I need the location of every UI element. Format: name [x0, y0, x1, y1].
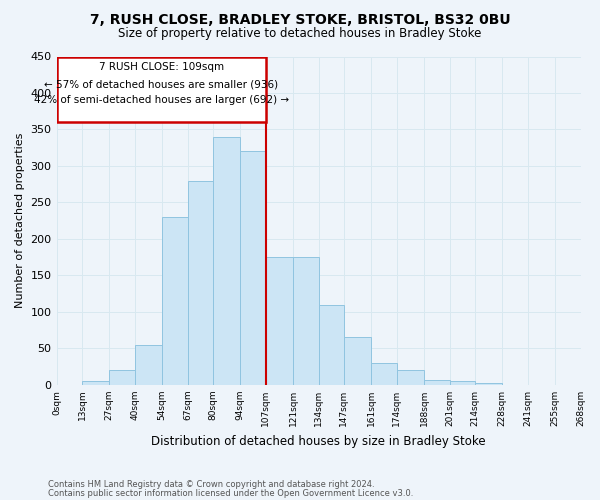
Bar	[188, 180, 213, 385]
Text: 7, RUSH CLOSE, BRADLEY STOKE, BRISTOL, BS32 0BU: 7, RUSH CLOSE, BRADLEY STOKE, BRISTOL, B…	[89, 12, 511, 26]
Bar	[319, 304, 344, 385]
Bar	[82, 382, 109, 385]
Bar	[266, 257, 293, 385]
Bar	[344, 338, 371, 385]
Bar	[162, 217, 188, 385]
Bar	[449, 382, 475, 385]
Text: Contains HM Land Registry data © Crown copyright and database right 2024.: Contains HM Land Registry data © Crown c…	[48, 480, 374, 489]
Text: Size of property relative to detached houses in Bradley Stoke: Size of property relative to detached ho…	[118, 28, 482, 40]
Text: Contains public sector information licensed under the Open Government Licence v3: Contains public sector information licen…	[48, 488, 413, 498]
Bar	[475, 384, 502, 385]
Bar	[135, 345, 162, 385]
Bar	[213, 137, 241, 385]
Bar	[424, 380, 449, 385]
Bar	[109, 370, 135, 385]
Text: 42% of semi-detached houses are larger (692) →: 42% of semi-detached houses are larger (…	[34, 96, 289, 106]
Bar	[371, 363, 397, 385]
Text: ← 57% of detached houses are smaller (936): ← 57% of detached houses are smaller (93…	[44, 79, 278, 89]
Bar	[293, 257, 319, 385]
Bar	[56, 56, 266, 122]
X-axis label: Distribution of detached houses by size in Bradley Stoke: Distribution of detached houses by size …	[151, 434, 486, 448]
Bar	[241, 152, 266, 385]
Bar	[397, 370, 424, 385]
Text: 7 RUSH CLOSE: 109sqm: 7 RUSH CLOSE: 109sqm	[98, 62, 224, 72]
Y-axis label: Number of detached properties: Number of detached properties	[15, 133, 25, 308]
